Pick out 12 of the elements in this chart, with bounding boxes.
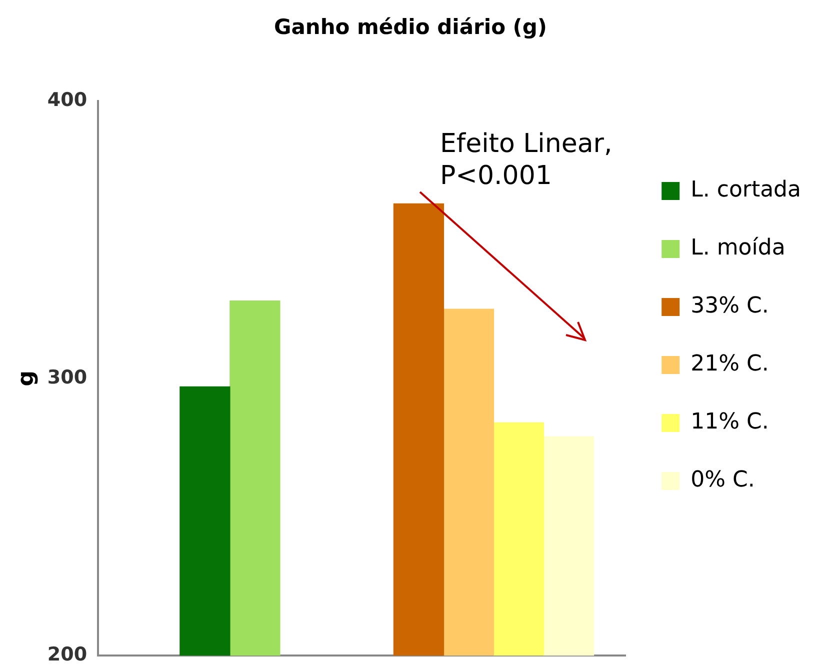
legend-label: 11% C. xyxy=(690,410,769,435)
legend-label: L. cortada xyxy=(690,178,802,203)
y-tick-label: 400 xyxy=(47,89,88,112)
legend-label: L. moída xyxy=(690,236,786,261)
legend-label: 21% C. xyxy=(690,352,769,377)
y-tick-label: 300 xyxy=(47,366,88,388)
y-tick-label: 200 xyxy=(47,644,88,666)
y-axis-title: g xyxy=(14,370,39,386)
legend-label: 33% C. xyxy=(690,294,769,319)
legend-label: 0% C. xyxy=(690,468,755,493)
annotation: Efeito Linear, P<0.001 xyxy=(440,128,614,192)
chart-title: Ganho médio diário (g) xyxy=(274,15,548,40)
